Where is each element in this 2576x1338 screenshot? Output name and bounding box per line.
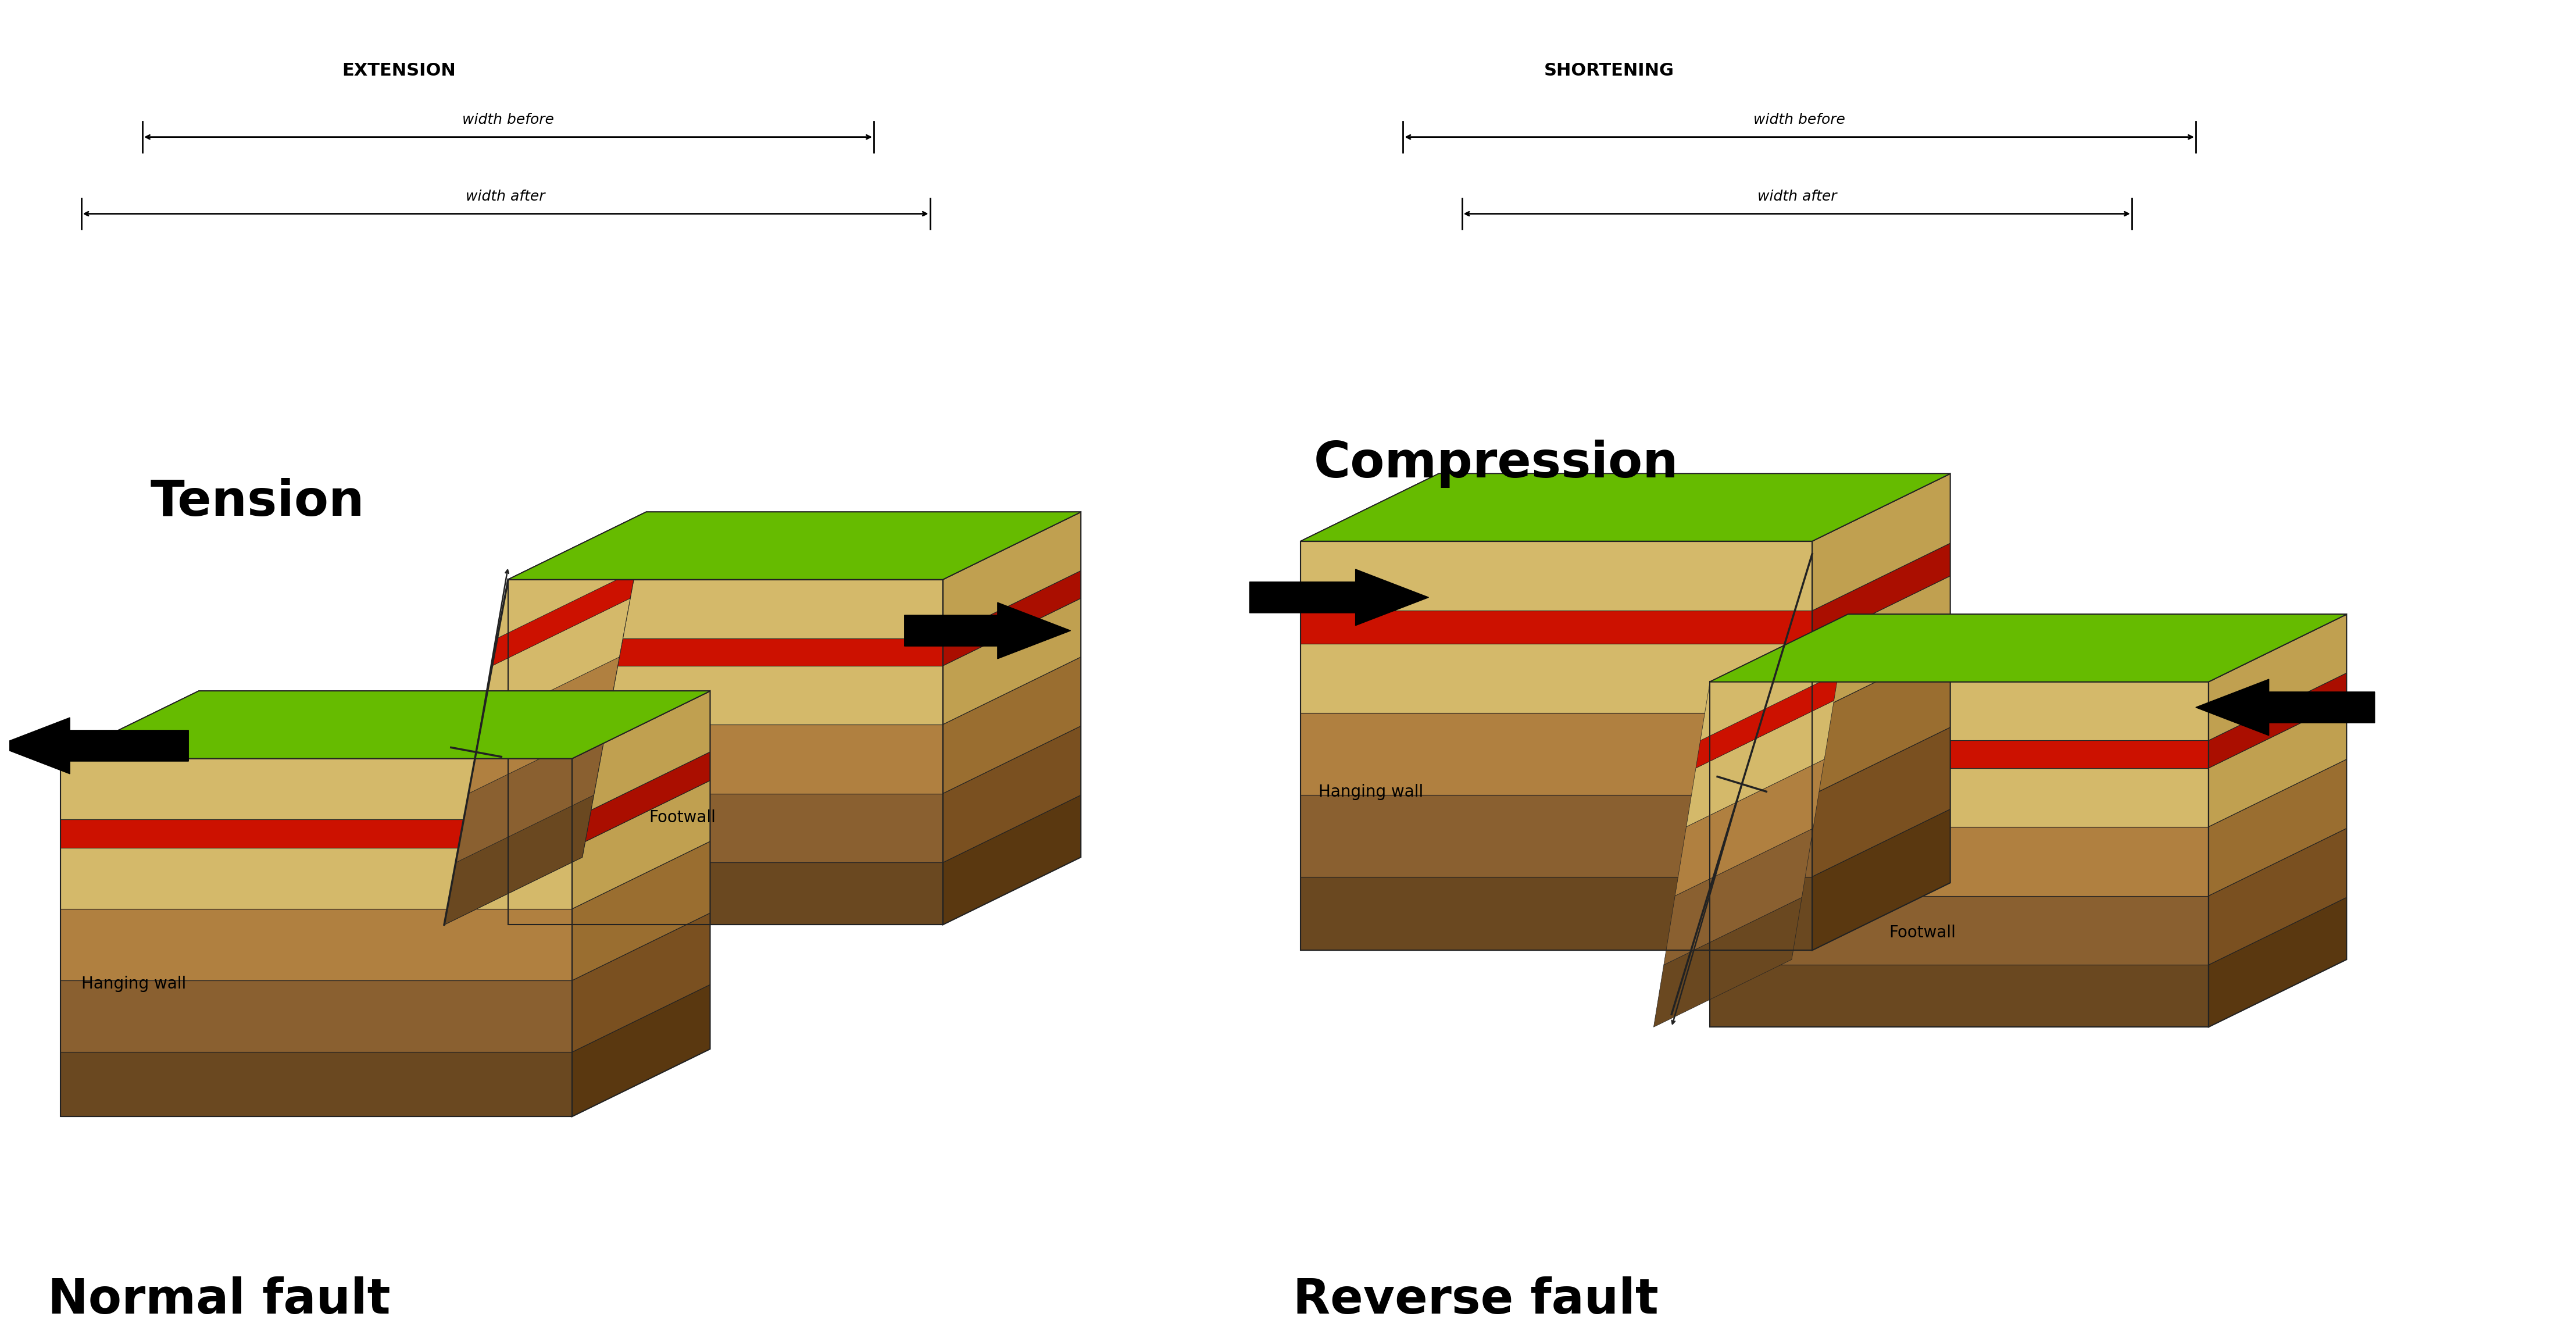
Polygon shape [507, 638, 943, 666]
Polygon shape [943, 657, 1082, 793]
Polygon shape [572, 780, 711, 909]
Polygon shape [456, 727, 605, 863]
Polygon shape [1301, 541, 1811, 610]
Polygon shape [2195, 680, 2375, 736]
Polygon shape [1700, 614, 1847, 740]
Text: width before: width before [461, 112, 554, 127]
Polygon shape [2208, 759, 2347, 896]
Polygon shape [507, 863, 943, 925]
Polygon shape [572, 752, 711, 848]
Polygon shape [62, 981, 572, 1052]
Polygon shape [1301, 713, 1811, 795]
Polygon shape [507, 512, 1082, 579]
Polygon shape [1710, 965, 2208, 1028]
Polygon shape [1301, 474, 1950, 541]
Polygon shape [62, 690, 711, 759]
Text: width before: width before [1754, 112, 1844, 127]
Text: Hanging wall: Hanging wall [80, 975, 185, 993]
Polygon shape [62, 819, 572, 848]
Text: width after: width after [466, 190, 546, 203]
Polygon shape [1301, 795, 1811, 876]
Polygon shape [507, 793, 943, 863]
Polygon shape [1249, 569, 1430, 626]
Polygon shape [1710, 614, 2347, 682]
Polygon shape [943, 598, 1082, 724]
Text: Compression: Compression [1314, 439, 1680, 487]
Polygon shape [2208, 828, 2347, 965]
Polygon shape [1301, 474, 1950, 541]
Polygon shape [572, 690, 711, 819]
Polygon shape [443, 512, 647, 925]
Polygon shape [492, 571, 636, 666]
Polygon shape [1811, 809, 1950, 950]
Text: Reverse fault: Reverse fault [1293, 1276, 1659, 1323]
Polygon shape [2208, 701, 2347, 827]
Polygon shape [943, 512, 1082, 638]
Polygon shape [2208, 673, 2347, 768]
Polygon shape [0, 717, 188, 773]
Polygon shape [1710, 768, 2208, 827]
Polygon shape [1695, 673, 1839, 768]
Polygon shape [1654, 898, 1801, 1028]
Polygon shape [572, 985, 711, 1117]
Polygon shape [1687, 701, 1834, 827]
Polygon shape [2208, 898, 2347, 1028]
Polygon shape [1301, 610, 1811, 644]
Polygon shape [1301, 876, 1811, 950]
Polygon shape [572, 913, 711, 1052]
Text: EXTENSION: EXTENSION [343, 63, 456, 79]
Polygon shape [62, 909, 572, 981]
Polygon shape [62, 848, 572, 909]
Polygon shape [62, 759, 572, 819]
Polygon shape [507, 579, 943, 638]
Polygon shape [1710, 827, 2208, 896]
Polygon shape [943, 571, 1082, 666]
Text: SHORTENING: SHORTENING [1543, 63, 1674, 79]
Polygon shape [443, 795, 595, 925]
Polygon shape [1811, 728, 1950, 876]
Polygon shape [507, 512, 1082, 579]
Polygon shape [1811, 474, 1950, 610]
Polygon shape [469, 657, 618, 793]
Polygon shape [943, 795, 1082, 925]
Polygon shape [1301, 644, 1811, 713]
Polygon shape [62, 1052, 572, 1117]
Polygon shape [1811, 543, 1950, 644]
Polygon shape [943, 727, 1082, 863]
Polygon shape [1811, 645, 1950, 795]
Polygon shape [1664, 828, 1814, 965]
Polygon shape [1710, 682, 2208, 740]
Polygon shape [1710, 614, 2347, 682]
Text: Footwall: Footwall [1888, 925, 1955, 941]
Polygon shape [507, 724, 943, 793]
Polygon shape [62, 690, 711, 759]
Polygon shape [482, 598, 631, 724]
Polygon shape [572, 842, 711, 981]
Text: Normal fault: Normal fault [49, 1276, 392, 1323]
Polygon shape [1811, 575, 1950, 713]
Polygon shape [507, 666, 943, 724]
Text: width after: width after [1757, 190, 1837, 203]
Text: Hanging wall: Hanging wall [1319, 784, 1425, 800]
Polygon shape [2208, 614, 2347, 740]
Polygon shape [1674, 759, 1824, 896]
Text: Footwall: Footwall [649, 809, 716, 826]
Text: Tension: Tension [149, 478, 363, 526]
Polygon shape [904, 602, 1072, 658]
Polygon shape [497, 512, 647, 638]
Polygon shape [1710, 740, 2208, 768]
Polygon shape [1710, 896, 2208, 965]
